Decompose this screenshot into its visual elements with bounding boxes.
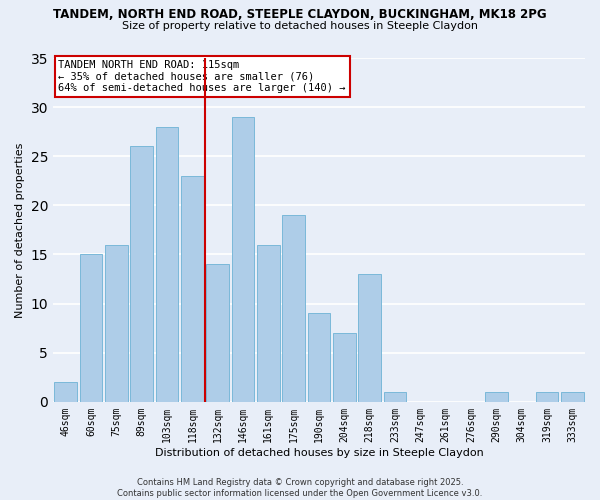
Bar (130, 146, 153, 402)
Text: TANDEM, NORTH END ROAD, STEEPLE CLAYDON, BUCKINGHAM, MK18 2PG: TANDEM, NORTH END ROAD, STEEPLE CLAYDON,… (53, 8, 547, 20)
Bar (257, 244, 280, 402)
Bar (561, 392, 584, 402)
Bar (206, 264, 229, 402)
Bar (333, 333, 356, 402)
Bar (181, 176, 204, 402)
Bar (282, 215, 305, 402)
Y-axis label: Number of detached properties: Number of detached properties (15, 142, 25, 318)
Bar (105, 244, 128, 402)
Bar (536, 392, 559, 402)
Text: Contains HM Land Registry data © Crown copyright and database right 2025.
Contai: Contains HM Land Registry data © Crown c… (118, 478, 482, 498)
Bar (155, 127, 178, 402)
Text: TANDEM NORTH END ROAD: 115sqm
← 35% of detached houses are smaller (76)
64% of s: TANDEM NORTH END ROAD: 115sqm ← 35% of d… (58, 60, 346, 93)
Text: Size of property relative to detached houses in Steeple Claydon: Size of property relative to detached ho… (122, 21, 478, 31)
Bar (80, 254, 103, 402)
X-axis label: Distribution of detached houses by size in Steeple Claydon: Distribution of detached houses by size … (155, 448, 484, 458)
Bar (55, 382, 77, 402)
Bar (383, 392, 406, 402)
Bar (485, 392, 508, 402)
Bar (358, 274, 381, 402)
Bar (308, 314, 331, 402)
Bar (232, 117, 254, 402)
